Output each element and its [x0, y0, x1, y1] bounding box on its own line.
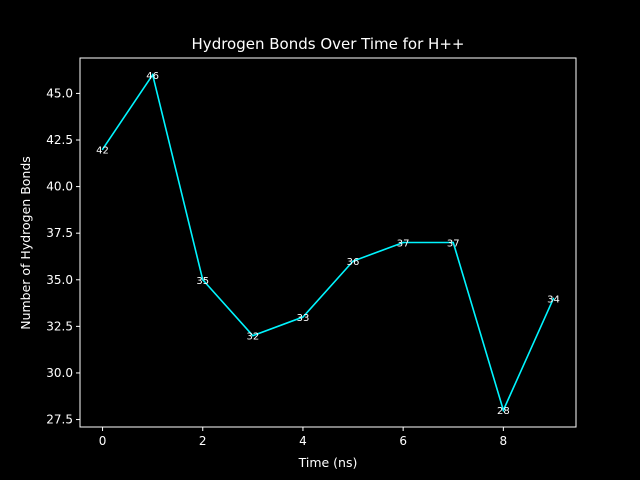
data-label: 35 [196, 276, 209, 287]
data-point [252, 334, 254, 337]
chart-title: Hydrogen Bonds Over Time for H++ [192, 35, 465, 53]
x-tick-label: 0 [99, 434, 107, 448]
y-tick-label: 37.5 [46, 226, 73, 240]
data-point [552, 297, 555, 300]
y-tick-label: 32.5 [46, 319, 73, 333]
data-label: 37 [447, 239, 460, 250]
y-tick-label: 42.5 [46, 133, 73, 147]
axes-frame [79, 57, 577, 428]
x-tick-label: 4 [299, 434, 307, 448]
data-point [452, 241, 455, 244]
data-point [101, 148, 104, 151]
y-tick-label: 40.0 [46, 180, 73, 194]
y-tick-label: 30.0 [46, 366, 73, 380]
x-axis-label: Time (ns) [298, 455, 358, 470]
data-point [151, 73, 154, 76]
data-point [402, 241, 404, 244]
data-label: 32 [246, 332, 259, 343]
data-point [302, 316, 304, 318]
series-line [101, 72, 555, 413]
data-point [502, 409, 505, 412]
data-label: 33 [297, 313, 310, 324]
data-label: 36 [347, 257, 360, 268]
data-label: 46 [146, 71, 159, 82]
y-tick-label: 45.0 [46, 86, 73, 100]
data-label: 42 [96, 145, 109, 156]
y-tick-label: 27.5 [46, 413, 73, 427]
x-tick-label: 8 [500, 434, 508, 448]
data-point [352, 260, 354, 262]
x-tick-label: 6 [399, 434, 407, 448]
data-label: 28 [497, 406, 510, 417]
data-point [201, 278, 204, 281]
data-label: 34 [547, 294, 560, 305]
plot-area: 0 2 4 6 827.530.032.535.037.540.042.545.0424… [46, 57, 577, 448]
y-tick-label: 35.0 [46, 273, 73, 287]
y-axis-label: Number of Hydrogen Bonds [18, 156, 33, 330]
x-tick-label: 2 [199, 434, 207, 448]
data-label: 37 [397, 239, 410, 250]
